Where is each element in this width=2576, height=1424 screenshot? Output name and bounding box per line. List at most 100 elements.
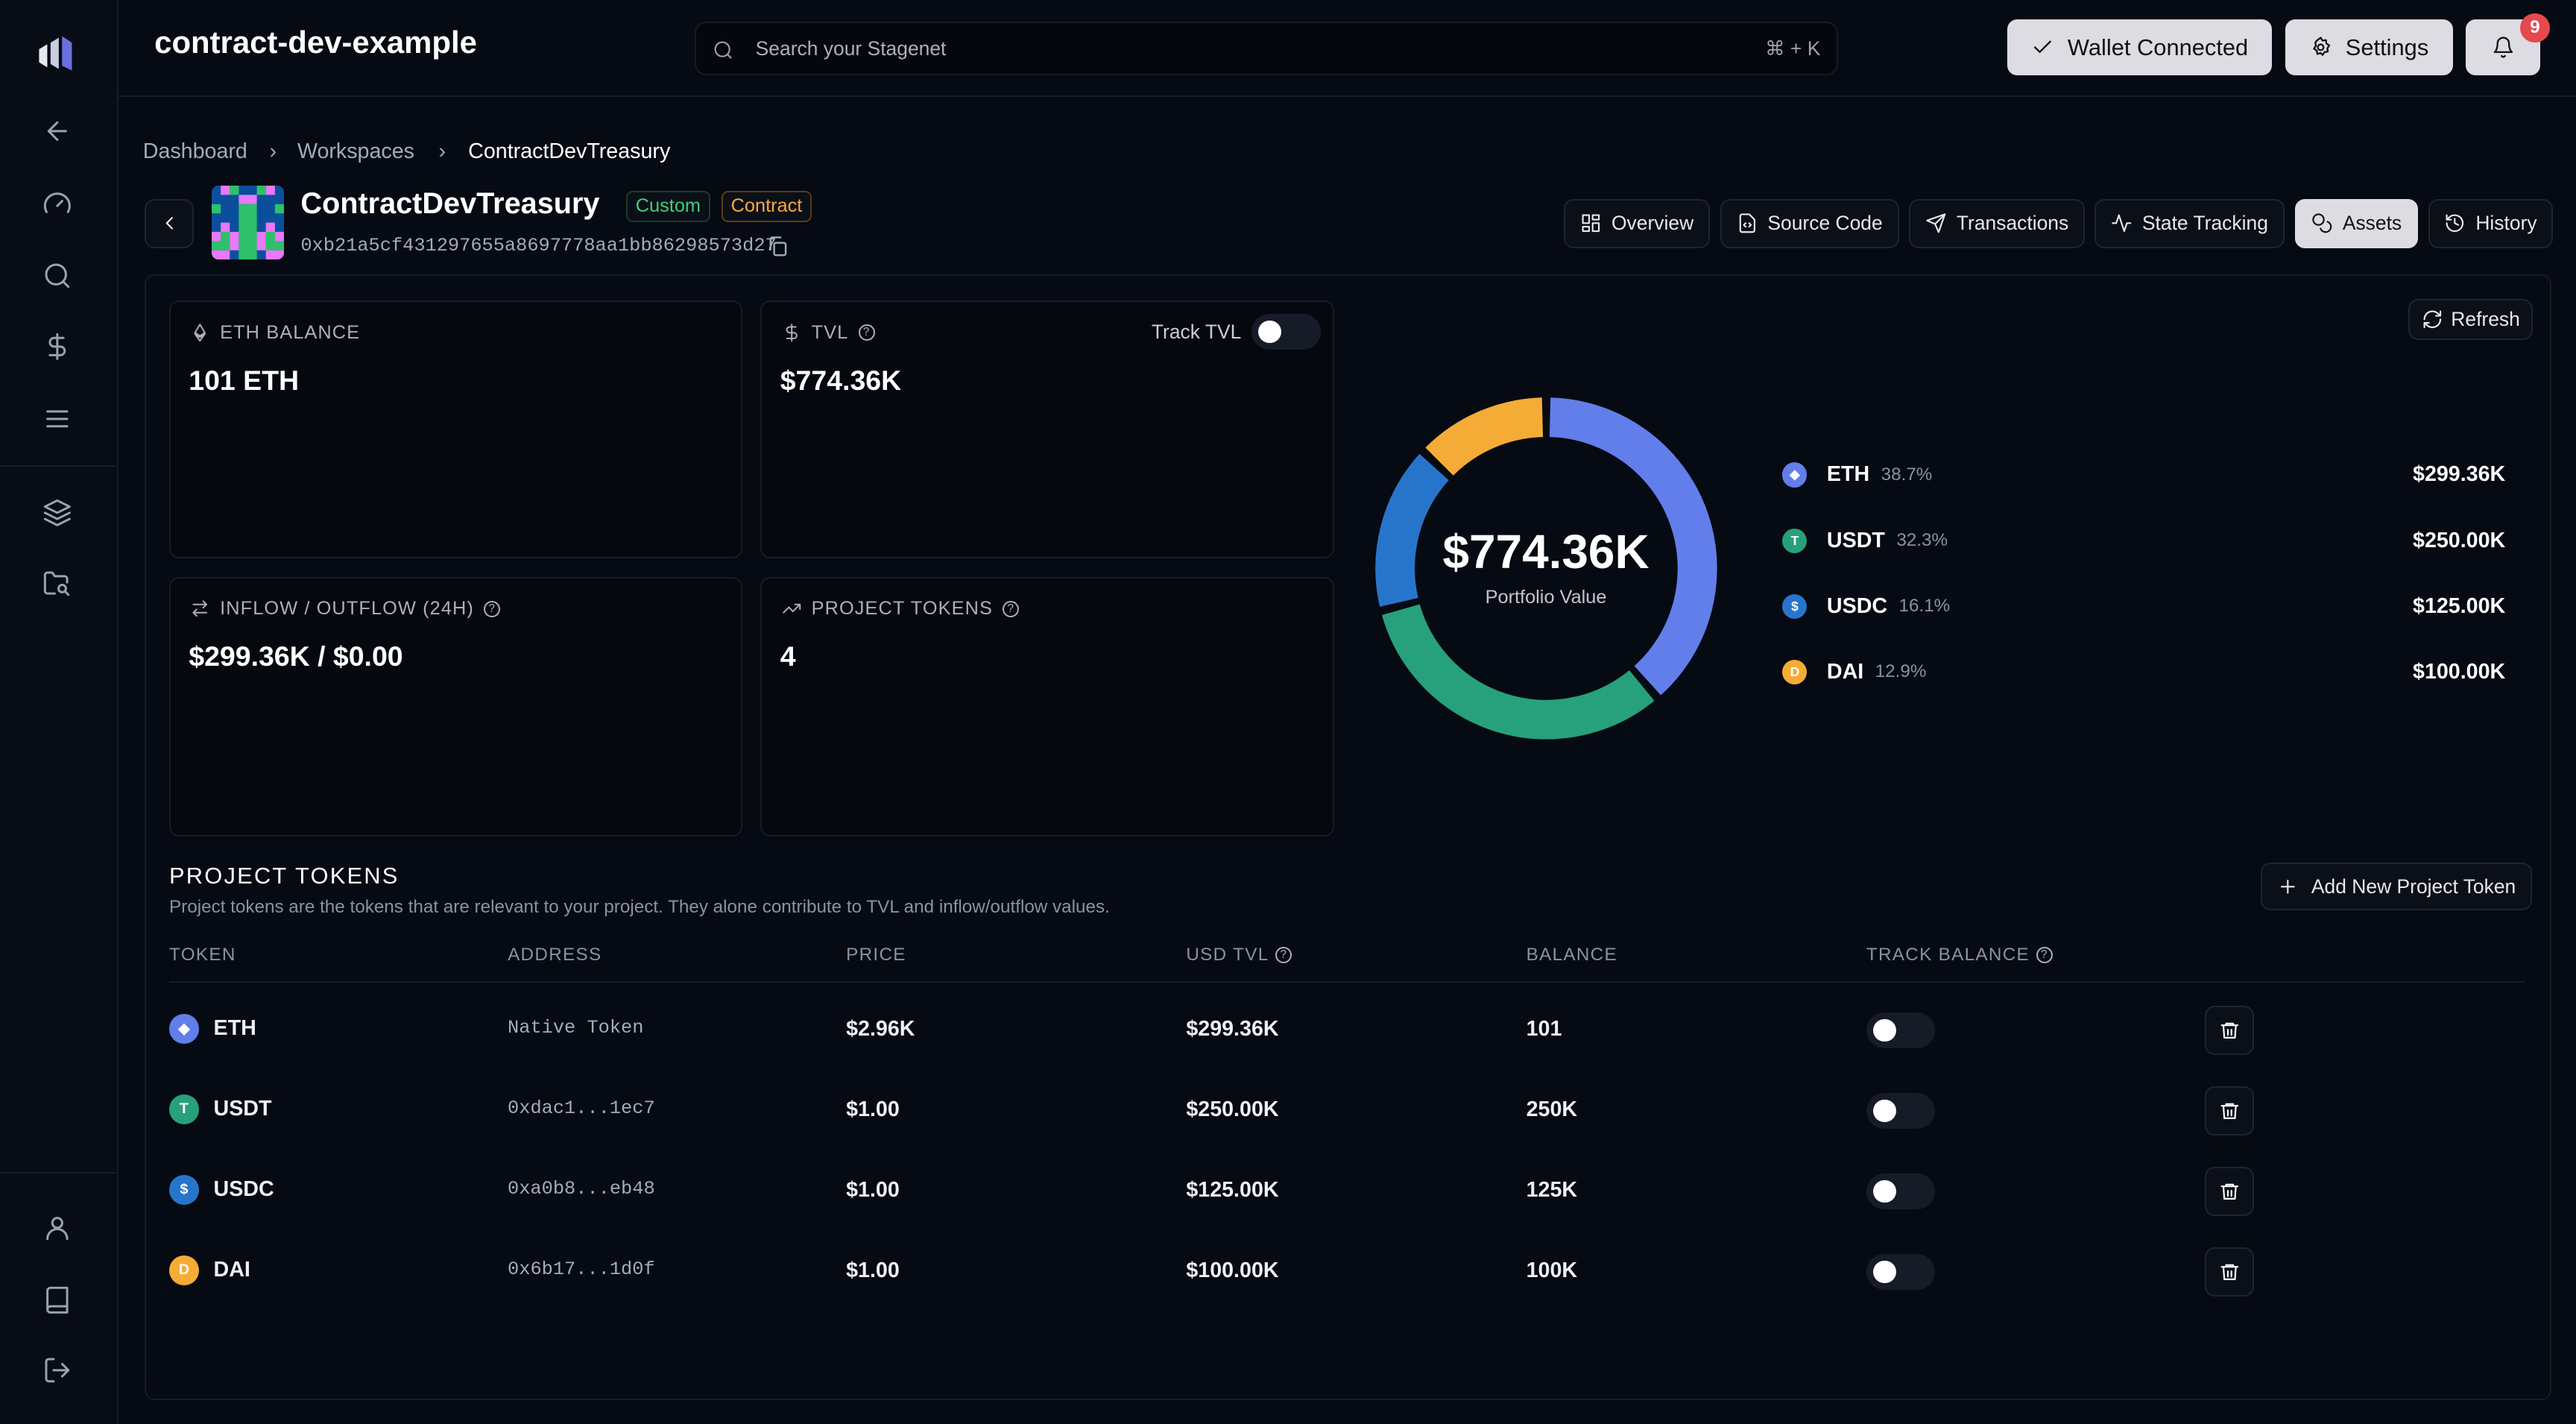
card-label: INFLOW / OUTFLOW (24H) [220, 598, 474, 620]
track-tvl-toggle[interactable] [1251, 313, 1321, 350]
help-icon[interactable]: ? [484, 600, 501, 617]
delete-token-button[interactable] [2204, 1005, 2254, 1055]
delete-token-button[interactable] [2204, 1086, 2254, 1135]
dai-coin-icon: D [169, 1255, 199, 1285]
back-arrow-icon[interactable] [40, 113, 75, 149]
table-row: $ USDC 0xa0b8...eb48 $1.00 $125.00K 125K [169, 1159, 2525, 1224]
menu-icon[interactable] [40, 401, 75, 437]
tab-label: Transactions [1956, 212, 2069, 235]
tab-source-code[interactable]: Source Code [1720, 198, 1899, 248]
sidebar-divider [0, 464, 117, 467]
breadcrumb-current: ContractDevTreasury [468, 139, 671, 164]
book-icon[interactable] [40, 1282, 75, 1317]
logout-icon[interactable] [40, 1352, 75, 1388]
check-icon [2034, 41, 2052, 54]
legend-item-usdc: $ USDC 16.1% $125.00K [1782, 590, 2505, 623]
chevron-left-icon [165, 217, 173, 230]
breadcrumb-dashboard[interactable]: Dashboard [142, 139, 247, 164]
history-icon [2446, 214, 2464, 233]
delete-token-button[interactable] [2204, 1166, 2254, 1216]
legend-symbol: ETH [1826, 462, 1870, 487]
coins-icon [2312, 213, 2332, 233]
legend-percent: 12.9% [1875, 661, 1927, 682]
settings-button[interactable]: Settings [2285, 19, 2453, 76]
card-value: $299.36K / $0.00 [189, 640, 403, 672]
token-price: $1.00 [846, 1258, 900, 1283]
legend-percent: 16.1% [1898, 596, 1951, 617]
portfolio-donut-chart [1374, 397, 1717, 740]
track-balance-toggle[interactable] [1866, 1012, 1936, 1049]
legend-symbol: USDT [1826, 528, 1885, 552]
dollar-icon[interactable] [40, 329, 75, 365]
help-icon[interactable]: ? [2036, 947, 2053, 964]
table-row: T USDT 0xdac1...1ec7 $1.00 $250.00K 250K [169, 1078, 2525, 1144]
search-input[interactable]: Search your Stagenet ⌘ + K [695, 21, 1839, 76]
table-header-divider [169, 980, 2525, 983]
token-symbol: USDC [213, 1177, 274, 1202]
track-balance-toggle[interactable] [1866, 1092, 1936, 1130]
project-tokens-description: Project tokens are the tokens that are r… [169, 897, 1110, 918]
tab-history[interactable]: History [2428, 198, 2554, 248]
project-tokens-card: PROJECT TOKENS? 4 [760, 576, 1334, 837]
token-usd-tvl: $250.00K [1186, 1097, 1279, 1122]
layers-icon[interactable] [40, 494, 75, 530]
track-tvl-label: Track TVL [1151, 320, 1242, 343]
notifications-button[interactable]: 9 [2466, 13, 2550, 76]
add-project-token-button[interactable]: Add New Project Token [2260, 863, 2533, 911]
help-icon[interactable]: ? [1003, 600, 1020, 617]
donut-slice-usdt[interactable] [1381, 604, 1655, 740]
folder-search-icon[interactable] [40, 565, 75, 601]
file-code-icon [1739, 213, 1755, 233]
refresh-icon [2423, 310, 2441, 329]
token-balance: 100K [1526, 1258, 1578, 1283]
track-balance-toggle[interactable] [1866, 1173, 1936, 1210]
delete-token-button[interactable] [2204, 1247, 2254, 1297]
token-address: 0xa0b8...eb48 [508, 1178, 655, 1200]
trending-up-icon [783, 604, 801, 614]
trash-icon [2220, 1183, 2238, 1200]
tab-transactions[interactable]: Transactions [1909, 198, 2086, 248]
card-label: ETH BALANCE [220, 321, 361, 343]
eth-coin-icon: ◆ [169, 1013, 199, 1044]
tab-assets[interactable]: Assets [2295, 198, 2418, 248]
breadcrumb-workspaces[interactable]: Workspaces [297, 139, 414, 164]
ethereum-icon [195, 324, 206, 342]
tab-overview[interactable]: Overview [1564, 198, 1710, 248]
tab-label: Assets [2342, 212, 2402, 235]
usdt-coin-icon: T [169, 1094, 199, 1124]
token-balance: 101 [1526, 1017, 1562, 1042]
help-icon[interactable]: ? [858, 324, 875, 341]
top-header [118, 0, 2576, 98]
user-icon[interactable] [40, 1209, 75, 1245]
tvl-card: TVL? Track TVL $774.36K [760, 300, 1334, 559]
donut-slice-usdc[interactable] [1374, 453, 1449, 608]
trash-icon [2220, 1264, 2238, 1280]
legend-value: $250.00K [2413, 528, 2506, 552]
donut-slice-eth[interactable] [1549, 397, 1717, 696]
card-label: PROJECT TOKENS [811, 598, 994, 620]
gauge-icon[interactable] [40, 186, 75, 221]
legend-value: $125.00K [2413, 593, 2506, 618]
back-button[interactable] [144, 198, 195, 248]
help-icon[interactable]: ? [1275, 947, 1292, 964]
track-balance-toggle[interactable] [1866, 1253, 1936, 1291]
legend-value: $100.00K [2413, 659, 2506, 684]
app-logo[interactable] [36, 33, 78, 72]
legend-symbol: USDC [1826, 593, 1888, 618]
donut-slice-dai[interactable] [1424, 397, 1544, 476]
token-price: $1.00 [846, 1178, 900, 1203]
search-icon [714, 41, 733, 59]
search-icon[interactable] [40, 258, 75, 294]
search-placeholder: Search your Stagenet [755, 37, 947, 60]
legend-item-dai: D DAI 12.9% $100.00K [1782, 655, 2505, 688]
contract-address: 0xb21a5cf431297655a8697778aa1bb86298573d… [300, 235, 777, 257]
tag-custom: Custom [625, 190, 711, 222]
chevron-right-icon: › [438, 139, 446, 164]
card-value: 4 [780, 640, 796, 672]
table-row: D DAI 0x6b17...1d0f $1.00 $100.00K 100K [169, 1239, 2525, 1305]
wallet-connected-button[interactable]: Wallet Connected [2007, 19, 2273, 76]
table-row: ◆ ETH Native Token $2.96K $299.36K 101 [169, 998, 2525, 1063]
refresh-button[interactable]: Refresh [2408, 299, 2534, 341]
tab-state-tracking[interactable]: State Tracking [2094, 198, 2285, 248]
copy-icon[interactable] [767, 235, 789, 258]
